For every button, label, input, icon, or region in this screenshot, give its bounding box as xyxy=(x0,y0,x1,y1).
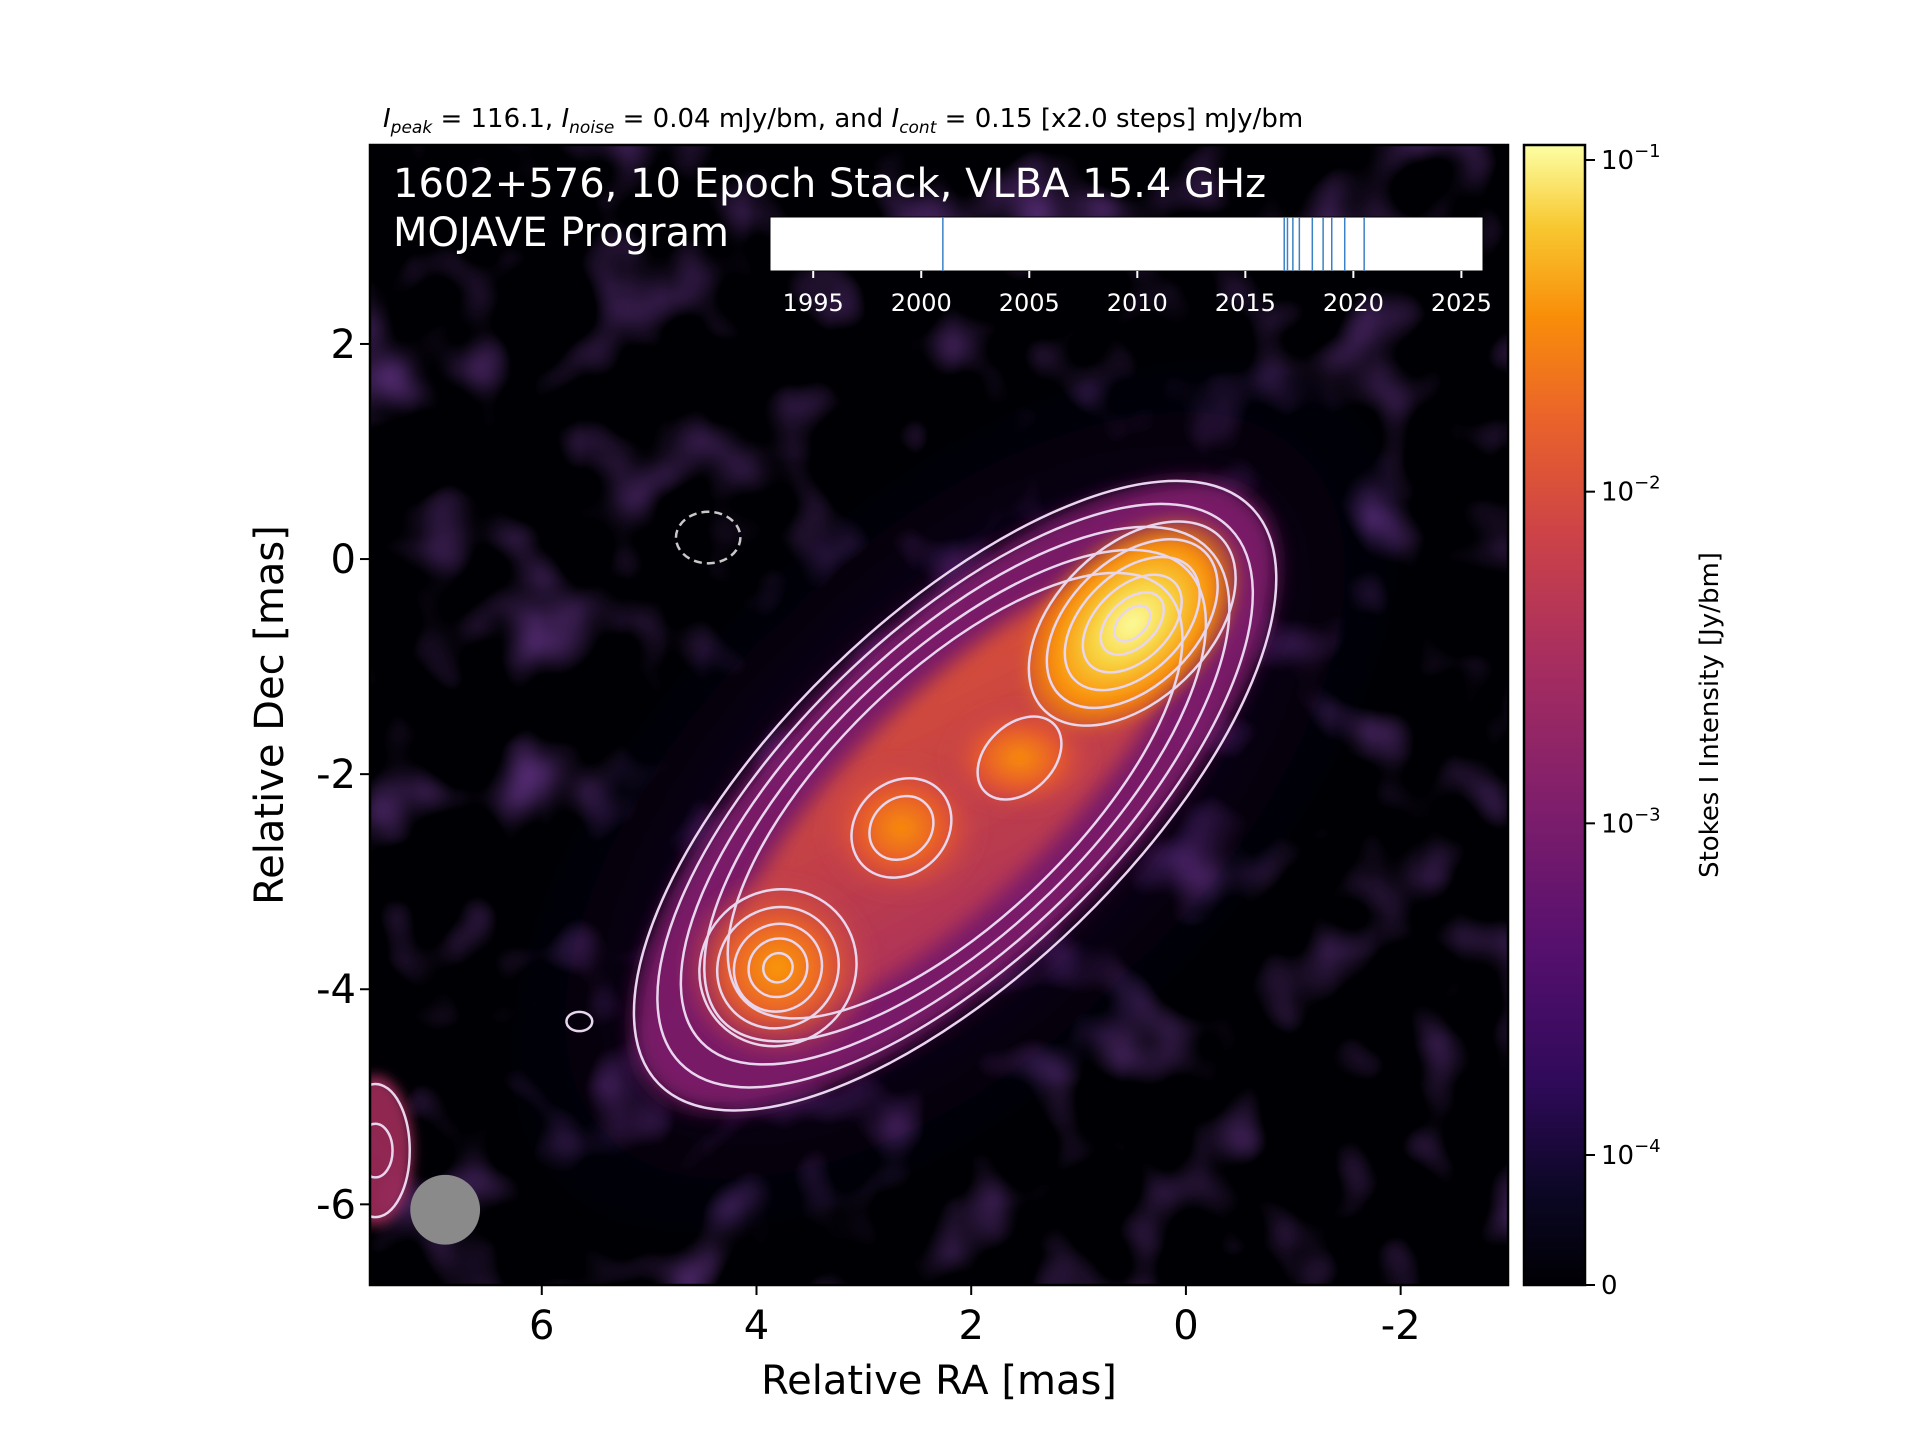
y-axis-ticks: 2 0 -2 -4 -6 xyxy=(316,322,370,1228)
colorbar-tick-label: 10−2 xyxy=(1601,473,1661,508)
contour-line xyxy=(1099,591,1165,656)
timeline-tick-label: 2025 xyxy=(1431,289,1492,317)
contour-line xyxy=(850,776,953,879)
contour-line xyxy=(679,525,1231,1066)
emission-map xyxy=(370,331,1428,1261)
i-cont-symbol: I xyxy=(892,104,900,134)
x-tick-label: -2 xyxy=(1381,1303,1421,1349)
beam-ellipse xyxy=(410,1174,481,1245)
contour-line xyxy=(715,905,840,1030)
contour-line xyxy=(1063,555,1201,692)
i-noise-subscript: noise xyxy=(569,118,614,138)
i-cont-subscript: cont xyxy=(899,118,938,138)
contour-line xyxy=(370,1122,394,1179)
x-tick-label: 4 xyxy=(744,1303,769,1349)
colorbar-tick-label: 0 xyxy=(1601,1271,1618,1301)
timeline-tick-label: 2000 xyxy=(891,289,952,317)
timeline-ticks: 1995 2000 2005 2010 2015 2020 2025 xyxy=(783,271,1492,317)
timeline-tick-label: 2010 xyxy=(1107,289,1168,317)
contour-line xyxy=(1045,538,1219,710)
x-tick-label: 2 xyxy=(958,1303,983,1349)
i-noise-symbol: I xyxy=(561,104,569,134)
i-peak-value: = 116.1, xyxy=(432,104,561,134)
contour-set xyxy=(370,479,1278,1219)
contour-line xyxy=(703,548,1208,1043)
i-cont-value: = 0.15 [x2.0 steps] mJy/bm xyxy=(936,104,1303,134)
x-axis-label: Relative RA [mas] xyxy=(761,1358,1117,1404)
contour-line xyxy=(868,794,935,861)
knot-2-emission xyxy=(815,752,988,904)
y-tick-label: -4 xyxy=(316,967,356,1013)
timeline-tick-label: 2015 xyxy=(1215,289,1276,317)
colorbar-frame xyxy=(1522,143,1587,1287)
beam-shape xyxy=(410,1174,481,1245)
y-axis-label: Relative Dec [mas] xyxy=(247,525,293,905)
i-noise-value: = 0.04 mJy/bm, and xyxy=(614,104,891,134)
x-axis-ticks: 6 4 2 0 -2 xyxy=(529,1285,1421,1349)
colorbar-tick-label: 10−1 xyxy=(1601,141,1661,176)
colorbar-tick-label: 10−3 xyxy=(1601,804,1661,839)
contour-line xyxy=(726,571,1184,1020)
colorbar: 10−1 10−2 10−3 10−4 0 Stokes I Intensity [Jy… xyxy=(1522,141,1725,1301)
x-tick-label: 6 xyxy=(529,1303,554,1349)
timeline-tick-label: 2020 xyxy=(1323,289,1384,317)
contour-line xyxy=(1113,604,1152,643)
contour-line xyxy=(565,1010,594,1033)
x-tick-label: 0 xyxy=(1173,1303,1198,1349)
contour-line xyxy=(1027,520,1237,727)
contour-line xyxy=(656,502,1255,1089)
i-peak-subscript: peak xyxy=(390,118,434,138)
contour-line xyxy=(976,715,1063,801)
timeline-tick-label: 2005 xyxy=(999,289,1060,317)
plot-title-line2: MOJAVE Program xyxy=(393,210,729,256)
contour-line xyxy=(762,951,794,984)
colorbar-label: Stokes I Intensity [Jy/bm] xyxy=(1695,552,1725,878)
knot-3-emission xyxy=(675,871,880,1065)
y-tick-label: -2 xyxy=(316,752,356,798)
contour-line xyxy=(698,888,858,1048)
plot-frame xyxy=(368,143,1510,1287)
epoch-timeline-inset: 1995 2000 2005 2010 2015 2020 2025 xyxy=(769,216,1492,317)
y-tick-label: 2 xyxy=(331,322,356,368)
y-tick-label: -6 xyxy=(316,1182,356,1228)
contour-line xyxy=(370,1082,411,1219)
plot-title-line1: 1602+576, 10 Epoch Stack, VLBA 15.4 GHz xyxy=(393,161,1266,207)
y-tick-label: 0 xyxy=(331,537,356,583)
colorbar-tick-label: 10−4 xyxy=(1601,1136,1661,1171)
header-text: Ipeak = 116.1, Inoise = 0.04 mJy/bm, and… xyxy=(383,104,1303,138)
colorbar-ticks: 10−1 10−2 10−3 10−4 0 xyxy=(1585,141,1661,1301)
contour-line xyxy=(747,937,809,999)
timeline-box xyxy=(769,216,1484,272)
negative-contour xyxy=(674,510,742,565)
contour-line xyxy=(732,922,824,1013)
colorbar-gradient xyxy=(1524,145,1585,1285)
contour-line xyxy=(632,479,1278,1112)
image-plot: 6 4 2 0 -2 2 0 -2 -4 -6 1602+576, 10 Epoch Stack… xyxy=(316,143,1510,1349)
contour-line xyxy=(1081,573,1183,674)
timeline-tick-label: 1995 xyxy=(783,289,844,317)
i-peak-symbol: I xyxy=(383,104,391,134)
epoch-lines xyxy=(942,217,1365,271)
